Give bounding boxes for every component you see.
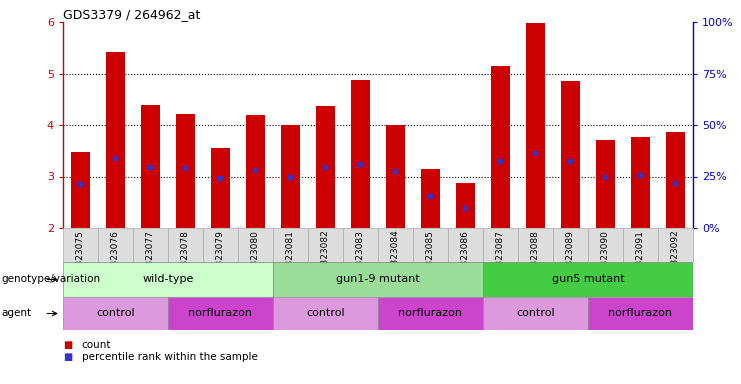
Text: GSM323082: GSM323082 (321, 230, 330, 285)
Text: norflurazon: norflurazon (188, 308, 253, 318)
Bar (350, 80, 370, 228)
Bar (378, 228, 413, 262)
Bar (141, 106, 160, 228)
Bar (386, 125, 405, 228)
Bar (526, 23, 545, 228)
Text: GSM323091: GSM323091 (636, 230, 645, 285)
Bar (588, 297, 693, 330)
Text: GSM323088: GSM323088 (531, 230, 540, 285)
Bar (343, 228, 378, 262)
Bar (413, 228, 448, 262)
Text: control: control (306, 308, 345, 318)
Bar (308, 228, 343, 262)
Text: genotype/variation: genotype/variation (1, 275, 101, 285)
Text: GSM323086: GSM323086 (461, 230, 470, 285)
Bar (316, 106, 335, 228)
Bar (483, 297, 588, 330)
Text: GSM323084: GSM323084 (391, 230, 400, 285)
Bar (168, 297, 273, 330)
Bar (238, 228, 273, 262)
Bar (658, 228, 693, 262)
Bar (273, 228, 308, 262)
Text: ■: ■ (63, 352, 72, 362)
Bar (483, 262, 693, 297)
Bar (281, 125, 300, 228)
Text: GSM323080: GSM323080 (251, 230, 260, 285)
Text: GSM323089: GSM323089 (566, 230, 575, 285)
Text: gun5 mutant: gun5 mutant (551, 275, 624, 285)
Text: ■: ■ (63, 340, 72, 350)
Bar (63, 297, 168, 330)
Text: agent: agent (1, 308, 32, 318)
Bar (63, 228, 98, 262)
Bar (273, 262, 483, 297)
Bar (448, 228, 483, 262)
Text: control: control (516, 308, 555, 318)
Text: gun1-9 mutant: gun1-9 mutant (336, 275, 420, 285)
Bar (133, 228, 168, 262)
Text: control: control (96, 308, 135, 318)
Bar (483, 228, 518, 262)
Bar (378, 297, 483, 330)
Text: GSM323085: GSM323085 (426, 230, 435, 285)
Text: wild-type: wild-type (142, 275, 193, 285)
Bar (631, 137, 650, 228)
Text: GSM323087: GSM323087 (496, 230, 505, 285)
Bar (665, 132, 685, 228)
Bar (98, 228, 133, 262)
Text: GDS3379 / 264962_at: GDS3379 / 264962_at (63, 8, 200, 21)
Bar (421, 169, 440, 228)
Bar (246, 115, 265, 228)
Bar (623, 228, 658, 262)
Bar (273, 297, 378, 330)
Bar (106, 52, 125, 228)
Bar (211, 148, 230, 228)
Bar (491, 66, 510, 228)
Text: norflurazon: norflurazon (608, 308, 672, 318)
Bar (203, 228, 238, 262)
Bar (456, 183, 475, 228)
Text: norflurazon: norflurazon (399, 308, 462, 318)
Bar (553, 228, 588, 262)
Text: percentile rank within the sample: percentile rank within the sample (82, 352, 257, 362)
Bar (71, 152, 90, 228)
Text: GSM323081: GSM323081 (286, 230, 295, 285)
Bar (561, 81, 580, 228)
Text: GSM323078: GSM323078 (181, 230, 190, 285)
Bar (176, 114, 195, 228)
Bar (588, 228, 623, 262)
Text: GSM323092: GSM323092 (671, 230, 679, 285)
Bar (168, 228, 203, 262)
Bar (63, 262, 273, 297)
Text: GSM323090: GSM323090 (601, 230, 610, 285)
Bar (518, 228, 553, 262)
Text: GSM323076: GSM323076 (111, 230, 120, 285)
Text: count: count (82, 340, 111, 350)
Text: GSM323077: GSM323077 (146, 230, 155, 285)
Text: GSM323075: GSM323075 (76, 230, 85, 285)
Text: GSM323083: GSM323083 (356, 230, 365, 285)
Bar (596, 141, 615, 228)
Text: GSM323079: GSM323079 (216, 230, 225, 285)
